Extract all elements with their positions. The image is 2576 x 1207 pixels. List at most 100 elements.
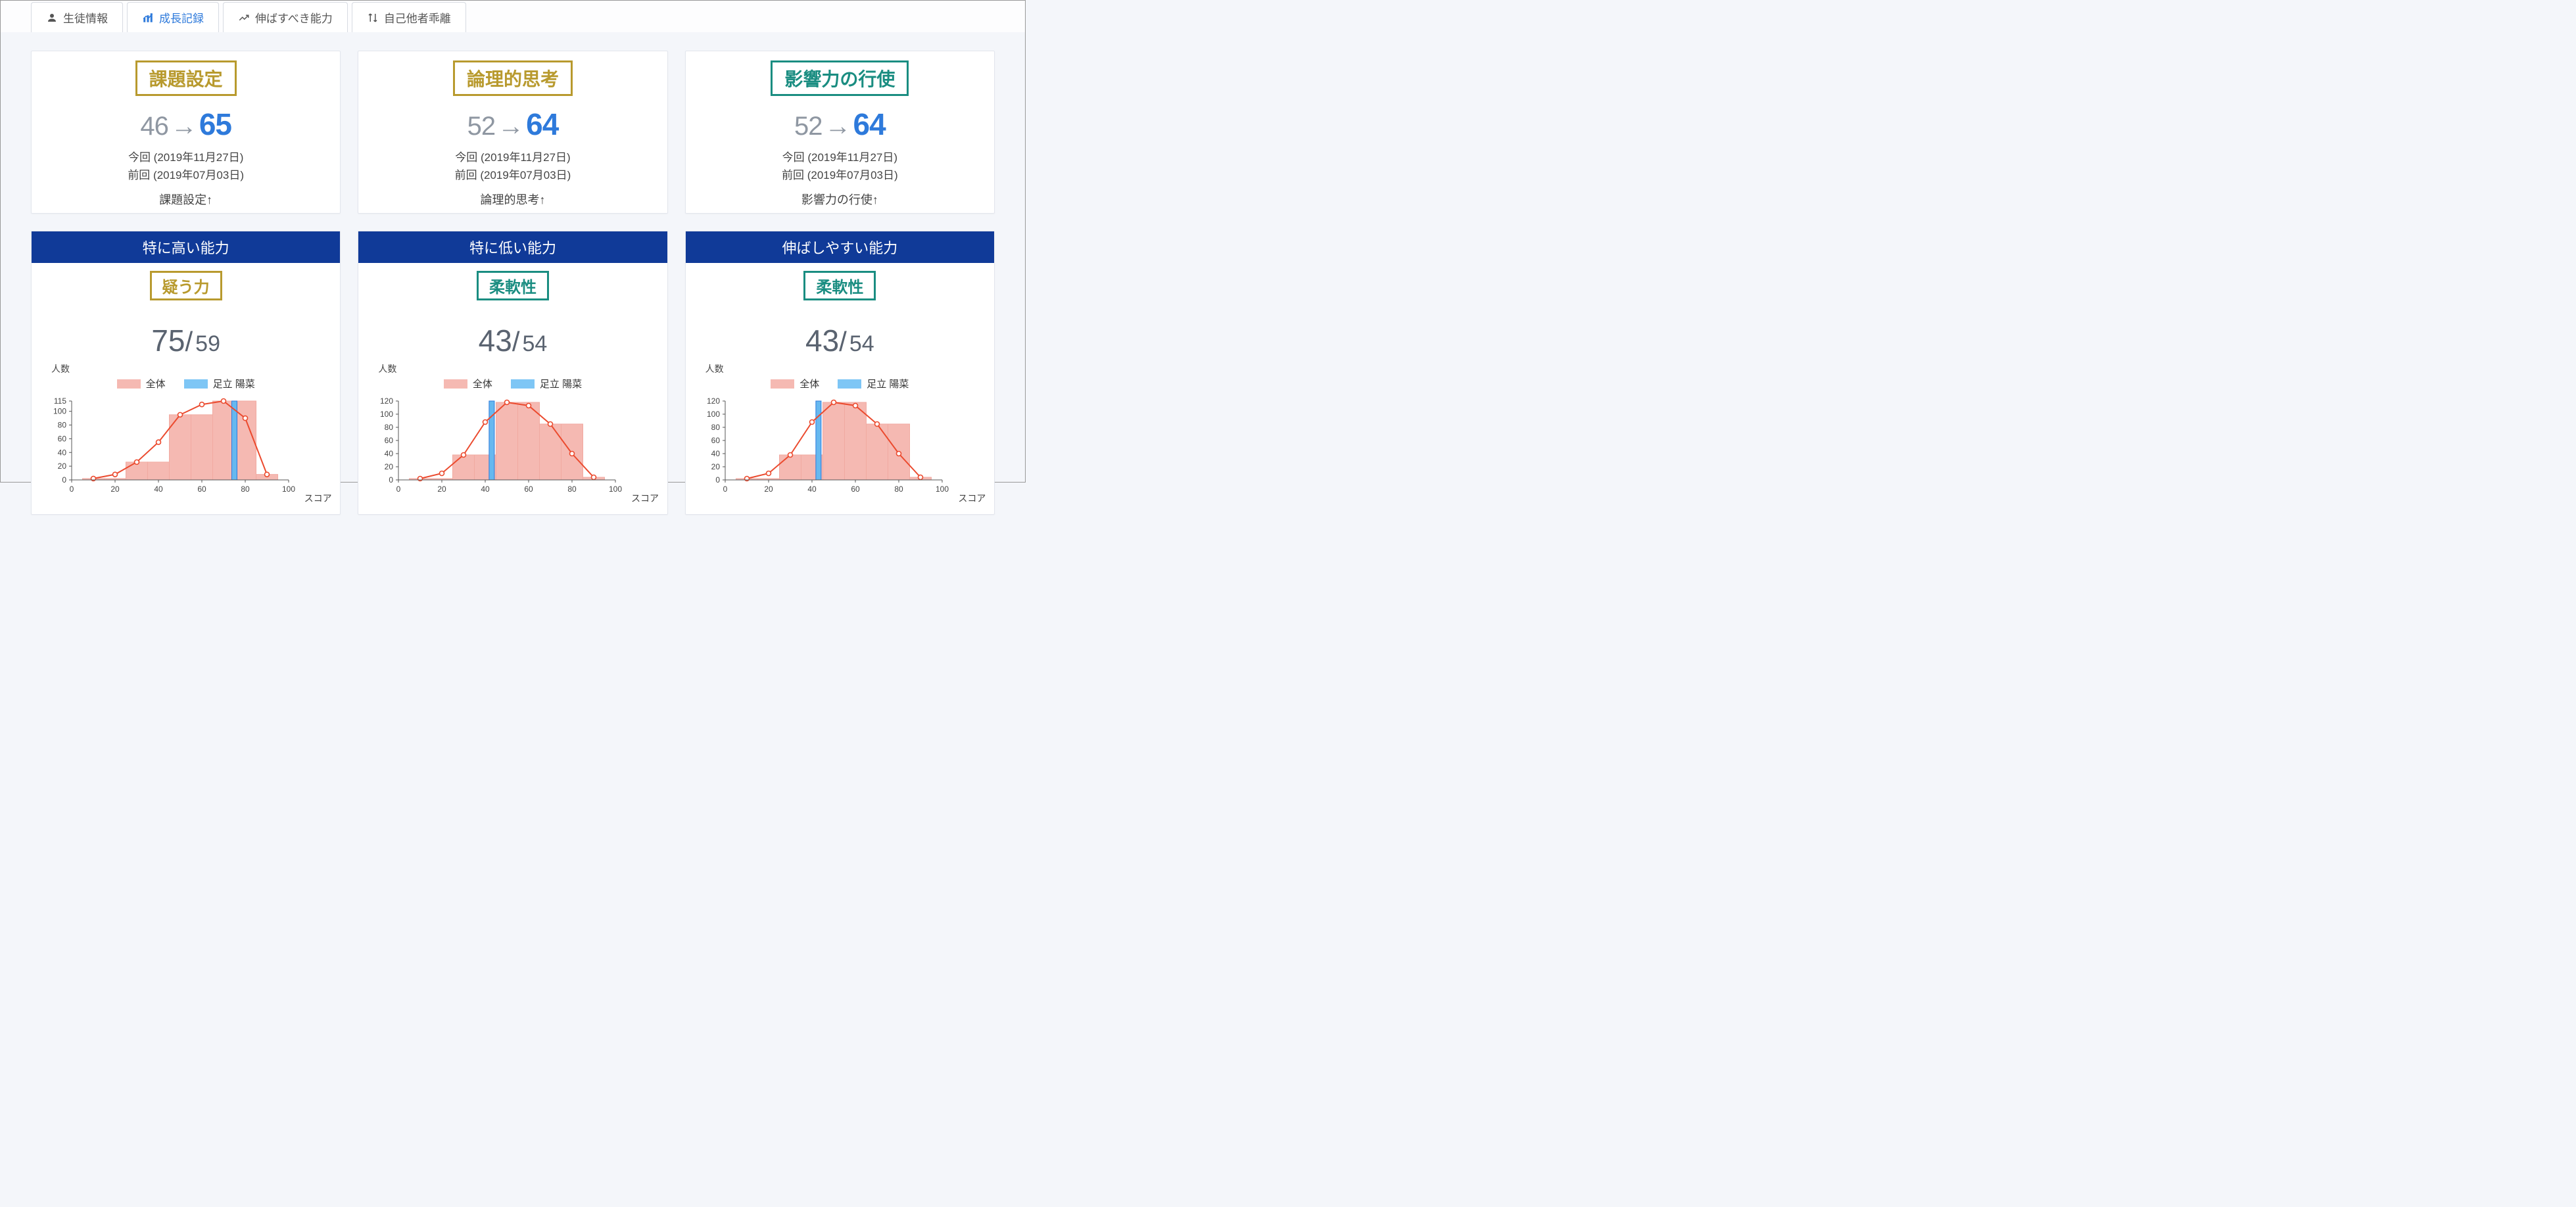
legend-person: 足立 陽菜 (511, 377, 582, 390)
svg-text:60: 60 (385, 436, 394, 445)
svg-text:60: 60 (57, 435, 66, 444)
svg-text:115: 115 (54, 396, 66, 406)
previous-date: 前回 (2019年07月03日) (38, 166, 333, 184)
score-line: 52→64 (365, 109, 660, 139)
previous-date: 前回 (2019年07月03日) (365, 166, 660, 184)
section-title: 特に低い能力 (358, 231, 667, 263)
arrow-icon: → (168, 112, 199, 141)
svg-text:40: 40 (481, 485, 490, 494)
svg-text:40: 40 (385, 449, 394, 458)
histogram-card-2: 伸ばしやすい能力柔軟性43/54人数全体足立 陽菜020406080100120… (685, 231, 995, 515)
svg-text:80: 80 (895, 485, 904, 494)
arrow-icon: → (495, 112, 526, 141)
svg-text:80: 80 (241, 485, 250, 494)
section-title: 特に高い能力 (32, 231, 340, 263)
tab-label: 生徒情報 (63, 9, 108, 26)
score-old: 46 (140, 112, 168, 141)
swatch-person-icon (184, 379, 208, 389)
score-new: 65 (199, 107, 231, 141)
score-old: 52 (467, 112, 496, 141)
growth-card-1: 論理的思考52→64今回 (2019年11月27日)前回 (2019年07月03… (358, 51, 667, 214)
score-line: 52→64 (692, 109, 988, 139)
skill-badge: 柔軟性 (477, 271, 549, 300)
legend-all: 全体 (771, 377, 819, 390)
ratio: 43/54 (358, 323, 667, 358)
x-axis-label: スコア (304, 492, 332, 505)
svg-text:20: 20 (385, 462, 394, 471)
ratio: 43/54 (686, 323, 994, 358)
current-date: 今回 (2019年11月27日) (692, 149, 988, 166)
skill-title: 課題設定 (135, 60, 237, 96)
tab-label: 自己他者乖離 (384, 9, 451, 26)
svg-text:0: 0 (723, 485, 728, 494)
svg-text:60: 60 (197, 485, 206, 494)
svg-text:0: 0 (389, 475, 393, 485)
score-new: 64 (526, 107, 558, 141)
score-new: 64 (853, 107, 885, 141)
note: 課題設定↑ (38, 191, 333, 208)
histogram-chart: 020406080100120020406080100スコア (695, 392, 984, 510)
histogram-chart: 020406080100120020406080100スコア (368, 392, 657, 510)
histogram-card-0: 特に高い能力疑う力75/59人数全体足立 陽菜02040608010011502… (31, 231, 341, 515)
svg-text:120: 120 (380, 396, 393, 406)
legend-person: 足立 陽菜 (184, 377, 255, 390)
x-axis-label: スコア (631, 492, 659, 505)
svg-text:20: 20 (765, 485, 774, 494)
svg-text:20: 20 (437, 485, 446, 494)
svg-text:100: 100 (380, 410, 393, 419)
current-date: 今回 (2019年11月27日) (365, 149, 660, 166)
legend: 全体 足立 陽菜 (686, 377, 994, 390)
legend-all: 全体 (117, 377, 166, 390)
svg-text:20: 20 (711, 462, 721, 471)
histogram-card-1: 特に低い能力柔軟性 43/54 人数全体 足立 陽菜 0 20 40 60 80 100 120 0 2… (358, 231, 667, 515)
swatch-person-icon (838, 379, 861, 389)
legend-all: 全体 (444, 377, 492, 390)
svg-text:40: 40 (808, 485, 817, 494)
histogram-chart: 020406080100115020406080100スコア (41, 392, 331, 510)
swatch-all-icon (444, 379, 467, 389)
svg-text:40: 40 (711, 449, 721, 458)
growth-card-0: 課題設定 46→65 今回 (2019年11月27日)前回 (2019年07月03日… (31, 51, 341, 214)
tab-label: 成長記録 (159, 9, 204, 26)
note: 影響力の行使↑ (692, 191, 988, 208)
tab-bar: 生徒情報 成長記録 伸ばすべき能力 自己他者乖離 (1, 1, 1025, 32)
swatch-all-icon (117, 379, 141, 389)
x-axis-label: スコア (958, 492, 986, 505)
svg-text:100: 100 (282, 485, 295, 494)
ratio-big: 43 (479, 323, 512, 358)
svg-text:60: 60 (711, 436, 721, 445)
svg-text:60: 60 (524, 485, 533, 494)
legend-person: 足立 陽菜 (838, 377, 909, 390)
svg-text:0: 0 (396, 485, 401, 494)
swatch-all-icon (771, 379, 794, 389)
section-title: 伸ばしやすい能力 (686, 231, 994, 263)
tab-3[interactable]: 自己他者乖離 (352, 2, 466, 32)
tab-1[interactable]: 成長記録 (127, 2, 219, 32)
score-line: 46→65 (38, 109, 333, 139)
y-axis-label: 人数 (32, 362, 340, 375)
legend: 全体 足立 陽菜 (358, 377, 667, 390)
current-date: 今回 (2019年11月27日) (38, 149, 333, 166)
ratio: 75/59 (32, 323, 340, 358)
svg-text:0: 0 (62, 475, 66, 485)
compare-icon (367, 12, 379, 24)
tab-2[interactable]: 伸ばすべき能力 (223, 2, 348, 32)
arrow-icon: → (822, 112, 853, 141)
tab-0[interactable]: 生徒情報 (31, 2, 123, 32)
svg-text:20: 20 (110, 485, 120, 494)
legend: 全体 足立 陽菜 (32, 377, 340, 390)
previous-date: 前回 (2019年07月03日) (692, 166, 988, 184)
svg-text:80: 80 (567, 485, 577, 494)
tab-label: 伸ばすべき能力 (255, 9, 333, 26)
y-axis-label: 人数 (358, 362, 667, 375)
ratio-small: 54 (520, 331, 548, 356)
svg-text:100: 100 (609, 485, 622, 494)
svg-text:80: 80 (711, 423, 721, 432)
ratio-big: 75 (151, 323, 185, 358)
ratio-small: 54 (847, 331, 874, 356)
content-grid: 課題設定46→65今回 (2019年11月27日)前回 (2019年07月03日… (1, 32, 1025, 533)
swatch-person-icon (511, 379, 535, 389)
svg-text:100: 100 (936, 485, 949, 494)
ratio-small: 59 (193, 331, 220, 356)
svg-text:0: 0 (69, 485, 74, 494)
